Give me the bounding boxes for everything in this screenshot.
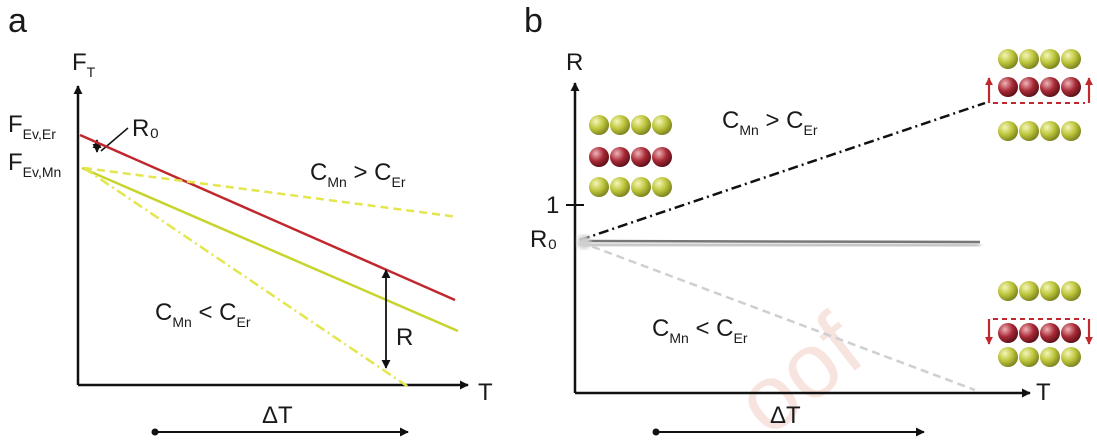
- atom-bottomright-top: [1061, 281, 1081, 301]
- atom-topright-top: [998, 49, 1018, 69]
- atom-bottomright-bottom: [1019, 347, 1039, 367]
- panel-b-gray-line: [579, 239, 981, 244]
- atom-topright-bottom: [1040, 121, 1060, 141]
- atom-left-middle: [610, 147, 630, 167]
- atom-left-top: [631, 115, 651, 135]
- panel-a-y-axis-label: FT: [72, 49, 96, 80]
- atom-bottomright-top: [1019, 281, 1039, 301]
- panel-b-delta-t-label: ΔT: [770, 402, 801, 429]
- atom-topright-middle: [1019, 77, 1039, 97]
- atom-left-top: [589, 115, 609, 135]
- panel-a-annotation-upper: CMn > CEr: [310, 159, 406, 190]
- panel-a-red-line: [79, 133, 456, 302]
- panel-b-r0-label: R₀: [530, 226, 557, 253]
- panel-b-label: b: [524, 2, 543, 40]
- panel-b-tick-one-label: 1: [546, 192, 559, 219]
- atom-topright-bottom: [1061, 121, 1081, 141]
- atom-bottomright-middle: [1061, 323, 1081, 343]
- atom-left-middle: [652, 147, 672, 167]
- panel-b-x-axis-label: T: [1036, 379, 1051, 406]
- atom-bottomright-top: [998, 281, 1018, 301]
- panel-a-tick-fev-mn: FEv,Mn: [8, 149, 61, 180]
- atom-stacks: [589, 49, 1081, 367]
- atom-left-top: [610, 115, 630, 135]
- atom-bottomright-bottom: [998, 347, 1018, 367]
- panel-b-annotation-upper: CMn > CEr: [722, 107, 818, 138]
- atom-topright-bottom: [998, 121, 1018, 141]
- panel-a-r0-pointer: [100, 127, 129, 152]
- atom-bottomright-bottom: [1040, 347, 1060, 367]
- panel-a-label: a: [8, 2, 27, 40]
- atom-topright-middle: [998, 77, 1018, 97]
- panel-b-origin-blob: [577, 235, 591, 249]
- panel-a-r0-label: R₀: [132, 115, 159, 142]
- atom-topright-middle: [1061, 77, 1081, 97]
- panel-a-r-label: R: [396, 324, 413, 351]
- atom-topright-bottom: [1019, 121, 1039, 141]
- panel-a-x-axis-label: T: [478, 379, 493, 406]
- atom-left-bottom: [610, 177, 630, 197]
- atom-left-bottom: [631, 177, 651, 197]
- panel-b-annotation-lower: CMn < CEr: [652, 315, 748, 346]
- panel-a-yellow-dashdot-line: [83, 166, 411, 390]
- panel-a-annotation-lower: CMn < CEr: [155, 299, 251, 330]
- atom-topright-top: [1061, 49, 1081, 69]
- panel-b-y-axis-label: R: [566, 49, 583, 76]
- atom-left-middle: [589, 147, 609, 167]
- atom-topright-middle: [1040, 77, 1060, 97]
- atom-topright-top: [1040, 49, 1060, 69]
- atom-bottomright-top: [1040, 281, 1060, 301]
- panel-a-yellow-dashed-line: [83, 166, 459, 219]
- atom-topright-top: [1019, 49, 1039, 69]
- atom-bottomright-bottom: [1061, 347, 1081, 367]
- panel-b-gray-dashed-line: [579, 240, 976, 392]
- panel-a-delta-t-label: ΔT: [262, 402, 293, 429]
- panel-a-tick-fev-er: FEv,Er: [8, 111, 56, 142]
- atom-left-bottom: [589, 177, 609, 197]
- atom-bottomright-middle: [1040, 323, 1060, 343]
- panel-a-yellow-line: [81, 166, 459, 333]
- atom-left-top: [652, 115, 672, 135]
- atom-bottomright-middle: [1019, 323, 1039, 343]
- atom-left-bottom: [652, 177, 672, 197]
- atom-left-middle: [631, 147, 651, 167]
- atom-bottomright-middle: [998, 323, 1018, 343]
- panel-b-gray-line-shadow: [579, 241, 981, 249]
